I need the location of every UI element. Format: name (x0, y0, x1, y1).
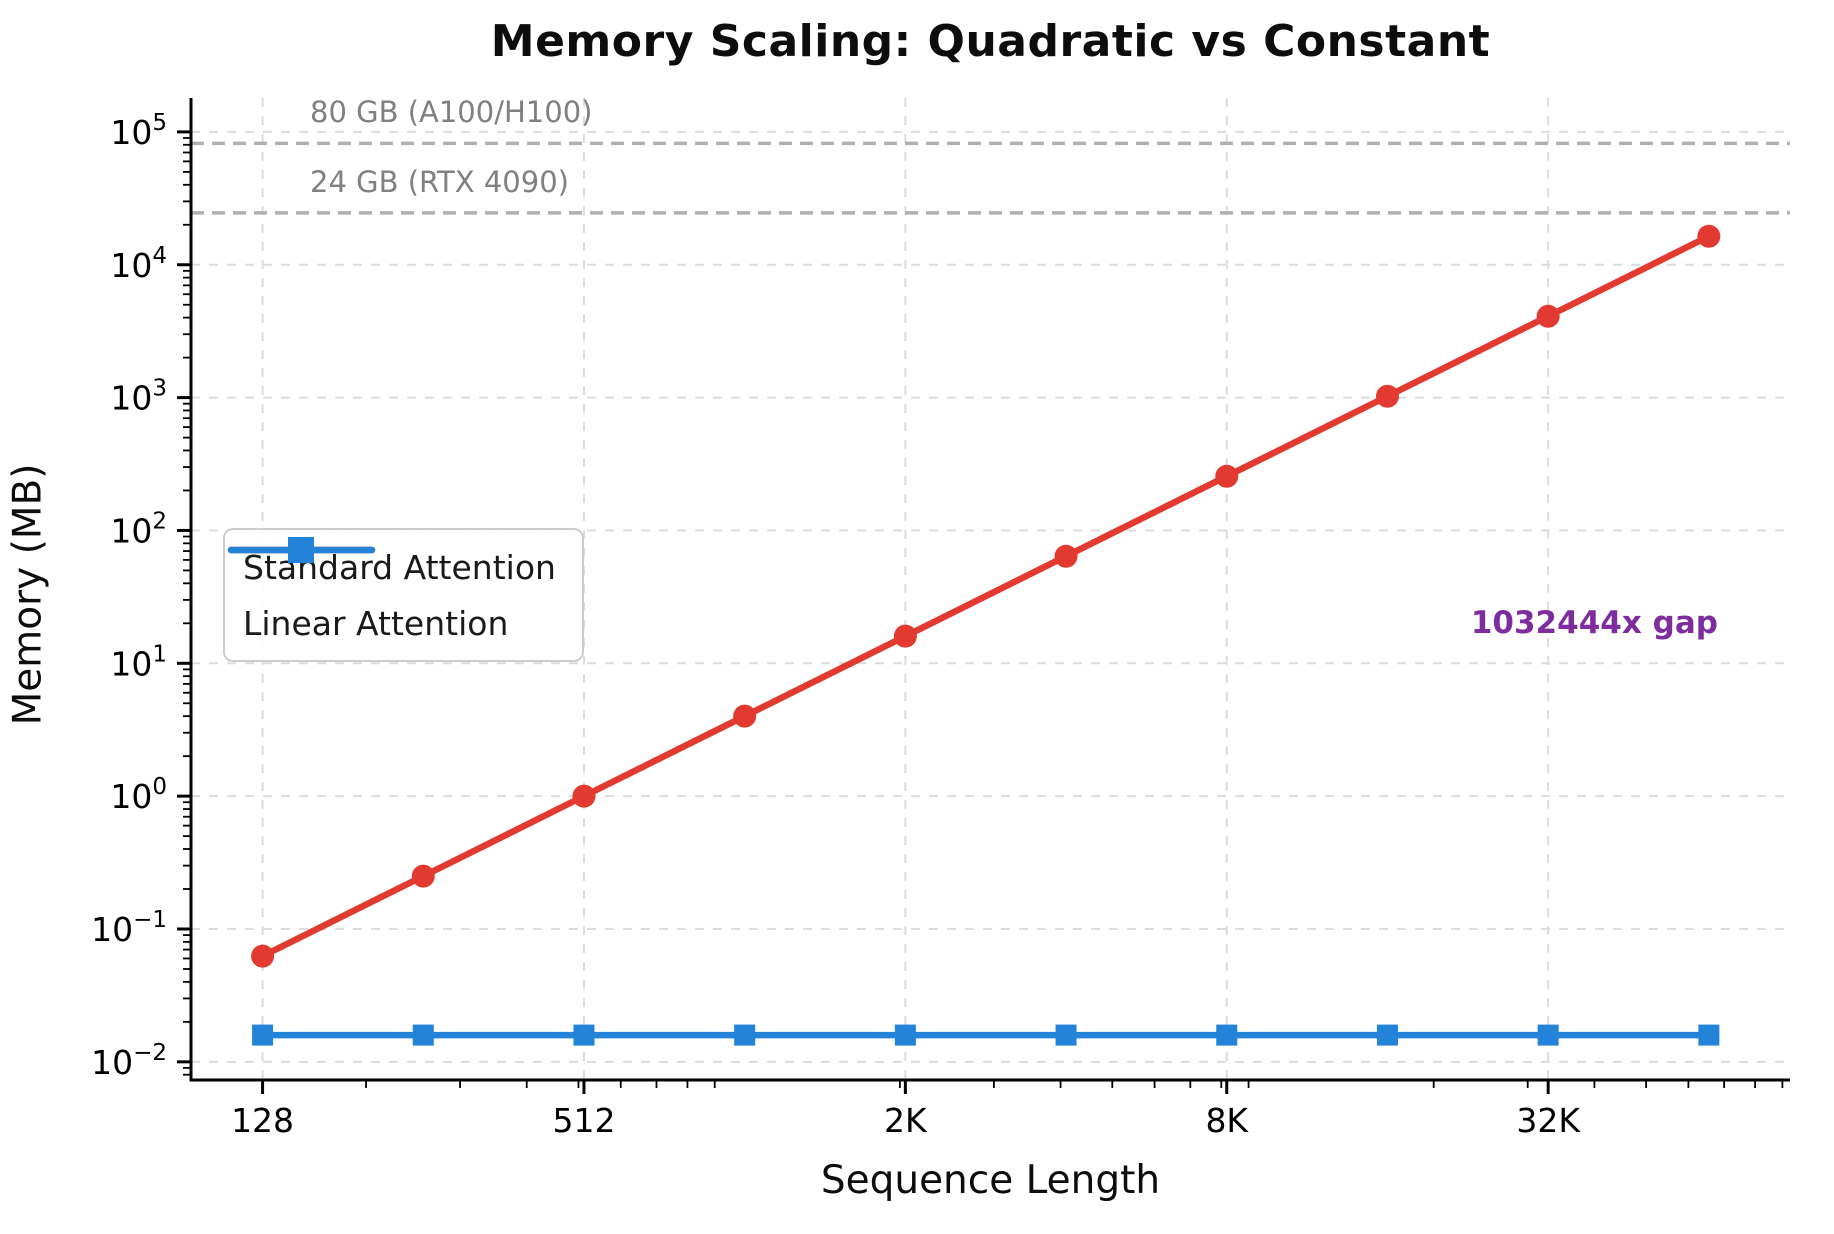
svg-text:8K: 8K (1205, 1101, 1249, 1140)
chart-title: Memory Scaling: Quadratic vs Constant (490, 16, 1491, 67)
ref-line-label-24gb: 24 GB (RTX 4090) (310, 164, 569, 199)
legend-label-linear: Linear Attention (243, 603, 509, 643)
gap-annotation: 1032444x gap (1470, 605, 1718, 642)
svg-text:10−1: 10−1 (91, 907, 167, 949)
ref-line-label-80gb: 80 GB (A100/H100) (310, 95, 593, 130)
svg-text:512: 512 (552, 1101, 615, 1140)
legend: Standard Attention Linear Attention (223, 528, 584, 662)
svg-text:103: 103 (110, 376, 167, 418)
x-axis-label: Sequence Length (820, 1158, 1161, 1203)
svg-text:128: 128 (231, 1101, 294, 1140)
svg-text:101: 101 (110, 641, 167, 683)
blue-line-square-marker-icon (227, 537, 376, 563)
y-axis-label: Memory (MB) (5, 463, 51, 726)
svg-text:104: 104 (110, 243, 167, 285)
svg-text:10−2: 10−2 (91, 1040, 167, 1082)
svg-text:100: 100 (110, 774, 167, 816)
svg-text:2K: 2K (884, 1101, 928, 1140)
svg-text:102: 102 (110, 508, 167, 550)
svg-text:32K: 32K (1516, 1101, 1581, 1140)
legend-item-linear-attention: Linear Attention (227, 537, 556, 646)
svg-text:105: 105 (110, 110, 167, 152)
